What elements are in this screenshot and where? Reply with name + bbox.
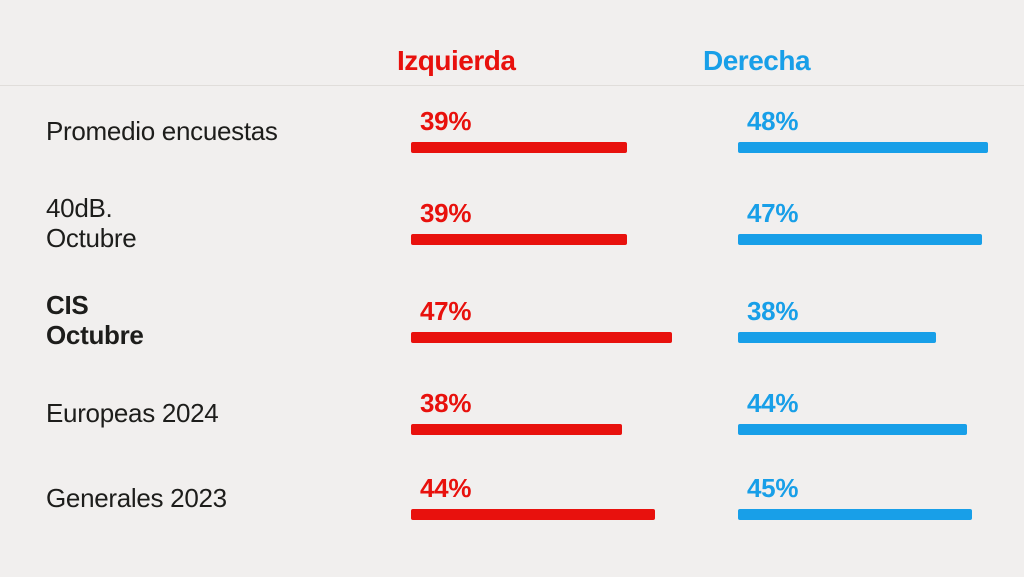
left-cell: 39% [411,108,738,153]
left-value-label: 39% [420,106,472,136]
right-cell: 47% [738,200,1024,245]
left-cell: 38% [411,390,738,435]
chart-rows: Promedio encuestas 39% 48% 40dB. Octubre… [0,86,1024,540]
row-label: CIS Octubre [46,290,144,350]
chart-row: Europeas 2024 38% 44% [0,370,1024,455]
chart-row: CIS Octubre 47% 38% [0,270,1024,370]
right-bar [738,424,967,435]
right-bar [738,331,936,343]
right-bar [738,234,982,245]
left-value-label: 39% [420,198,472,228]
left-bar [411,424,622,435]
row-label: Generales 2023 [46,482,227,513]
chart-row: Generales 2023 44% 45% [0,455,1024,540]
row-label: 40dB. Octubre [46,192,137,253]
left-bar [411,142,627,153]
chart-row: Promedio encuestas 39% 48% [0,86,1024,175]
left-value-label: 47% [420,295,472,326]
chart-header: Izquierda Derecha [0,0,1024,86]
right-value-label: 45% [747,473,799,503]
row-label: Europeas 2024 [46,397,219,428]
right-bar [738,142,988,153]
left-value-label: 38% [420,388,472,418]
right-value-label: 44% [747,388,799,418]
right-value-label: 48% [747,106,799,136]
right-cell: 45% [738,475,1024,520]
left-bar [411,234,627,245]
left-cell: 47% [411,298,738,343]
right-cell: 44% [738,390,1024,435]
left-bar [411,331,672,343]
right-bar [738,509,972,520]
chart-row: 40dB. Octubre 39% 47% [0,175,1024,270]
left-value-label: 44% [420,473,472,503]
right-value-label: 47% [747,198,799,228]
row-label: Promedio encuestas [46,115,278,146]
column-header-izquierda: Izquierda [397,45,516,76]
right-cell: 38% [738,298,1024,343]
right-cell: 48% [738,108,1024,153]
column-header-derecha: Derecha [703,45,811,76]
left-cell: 39% [411,200,738,245]
left-cell: 44% [411,475,738,520]
left-bar [411,509,655,520]
right-value-label: 38% [747,295,799,326]
